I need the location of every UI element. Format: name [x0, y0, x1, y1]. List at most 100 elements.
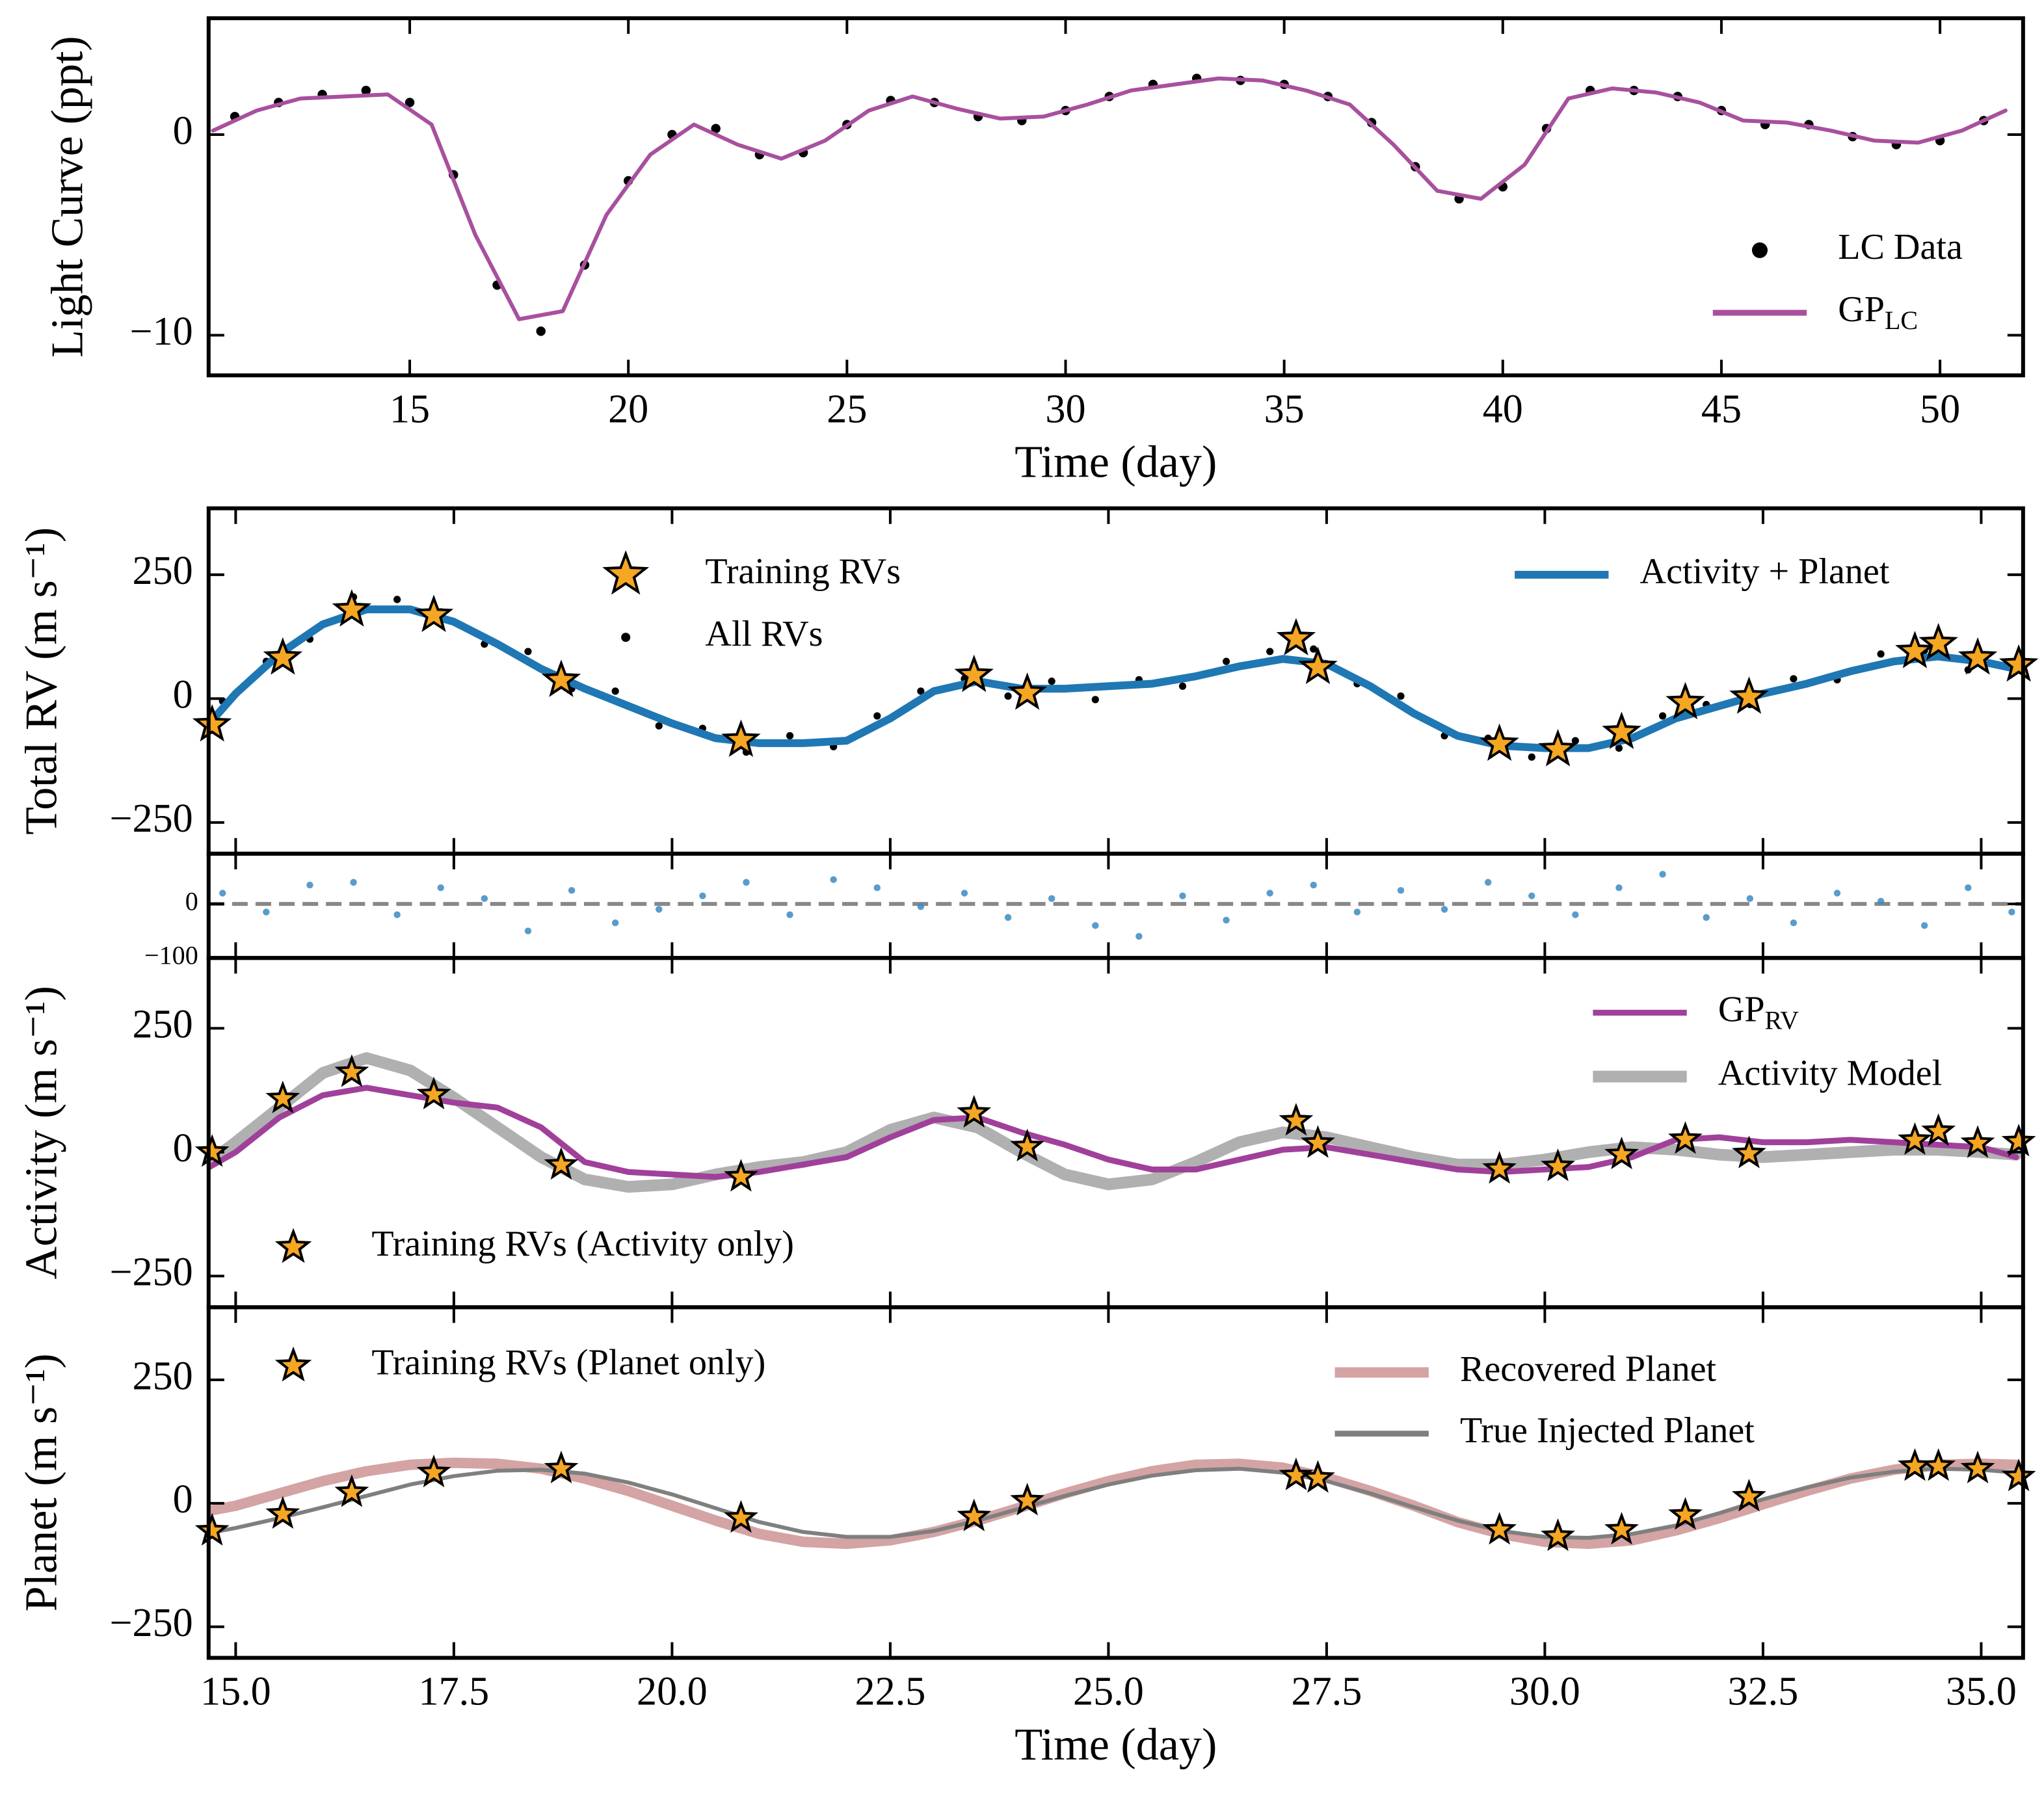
star-point	[544, 1450, 579, 1484]
star-point	[1298, 646, 1338, 685]
axes-frame	[206, 16, 2025, 378]
x-tick-label: 35.0	[1946, 1670, 2017, 1714]
star-point	[1895, 631, 1935, 668]
data-point	[1222, 657, 1230, 665]
data-point	[917, 903, 925, 910]
star-point	[1482, 1151, 1517, 1184]
star-point	[334, 1054, 369, 1087]
data-point	[1877, 650, 1885, 658]
data-point	[1048, 678, 1055, 685]
x-tick-label: 15.0	[200, 1670, 271, 1714]
star-point	[957, 1498, 992, 1531]
data-point	[1920, 922, 1928, 929]
star-point	[1604, 1136, 1639, 1170]
axes-frame	[206, 1305, 2025, 1660]
star-point	[721, 719, 761, 758]
data-point	[1310, 645, 1318, 653]
data-point	[1703, 914, 1710, 921]
data-point	[1135, 932, 1143, 940]
legend-label: GPLC	[1838, 289, 1918, 335]
legend-name: Recovered Planet	[1460, 1349, 1717, 1389]
x-tick-label: 27.5	[1292, 1670, 1362, 1714]
y-axis-label: Light Curve (ppt)	[42, 36, 92, 358]
data-point	[1004, 692, 1012, 700]
data-point	[786, 911, 793, 918]
line	[208, 1085, 2019, 1180]
x-tick-label: 30	[1045, 387, 1085, 431]
star-point	[1960, 1125, 1995, 1158]
star-point	[1604, 1512, 1639, 1545]
line	[208, 1466, 2019, 1540]
y-axis-label: Total RV (m s⁻¹)	[16, 527, 66, 835]
legend-label: LC Data	[1838, 227, 1963, 267]
line	[208, 1052, 2023, 1193]
legend-label: Training RVs (Planet only)	[371, 1342, 765, 1382]
data-point	[1528, 753, 1535, 761]
legend-label: True Injected Planet	[1460, 1410, 1755, 1451]
data-point	[611, 687, 619, 695]
data-point	[219, 890, 226, 897]
y-tick-label: 0	[185, 886, 198, 916]
legend-subscript: RV	[1765, 1006, 1799, 1035]
x-tick-label: 25.0	[1073, 1670, 1144, 1714]
star-point	[1541, 1148, 1575, 1182]
x-tick-label: 25	[827, 387, 867, 431]
plot-area	[208, 871, 2023, 940]
star-point	[1276, 618, 1316, 655]
star-point	[1918, 622, 1958, 661]
data-point	[393, 911, 401, 918]
data-point	[1091, 696, 1099, 704]
data-point	[2008, 908, 2015, 916]
data-point	[611, 919, 619, 927]
data-point	[711, 124, 721, 133]
y-tick-label: 250	[133, 1003, 193, 1047]
data-point	[1790, 919, 1798, 927]
star-point	[1279, 1457, 1314, 1490]
data-point	[743, 878, 750, 886]
star-point	[1538, 729, 1578, 767]
star-point	[541, 659, 581, 697]
legend-star	[602, 550, 650, 595]
star-point	[1668, 1497, 1703, 1530]
data-point	[655, 722, 663, 730]
star-point	[1301, 1125, 1335, 1158]
legend-label: Training RVs (Activity only)	[371, 1224, 794, 1264]
star-point	[1732, 1479, 1766, 1512]
x-tick-label: 40	[1483, 387, 1523, 431]
y-tick-label: −10	[130, 310, 193, 354]
star-point	[1921, 1113, 1956, 1146]
x-tick-label: 20	[608, 387, 648, 431]
data-point	[524, 927, 532, 934]
star-point	[332, 589, 372, 627]
star-point	[265, 1080, 300, 1114]
star-point	[1480, 723, 1519, 761]
legend-name: True Injected Planet	[1460, 1410, 1755, 1451]
legend-subscript: LC	[1885, 306, 1918, 335]
x-tick-label: 30.0	[1509, 1670, 1580, 1714]
star-point	[1898, 1122, 1932, 1156]
star-point	[414, 594, 454, 633]
legend-name: Training RVs	[705, 551, 901, 592]
star-point	[1541, 1518, 1575, 1552]
legend-name: Activity + Planet	[1640, 551, 1890, 592]
legend-name: LC Data	[1838, 227, 1963, 267]
x-tick-label: 45	[1701, 387, 1742, 431]
plot-area	[211, 73, 2008, 336]
plot-area	[208, 593, 2021, 761]
star-point	[1898, 1448, 1932, 1481]
legend-label: Recovered Planet	[1460, 1349, 1717, 1389]
legend-label: Activity + Planet	[1640, 551, 1890, 592]
x-tick-label: 22.5	[855, 1670, 926, 1714]
data-point	[1397, 692, 1405, 700]
data-point	[1571, 737, 1579, 745]
star-point	[265, 1496, 300, 1529]
data-point	[263, 908, 270, 916]
legend-name: GP	[1718, 989, 1765, 1029]
data-point	[1659, 871, 1666, 878]
data-point	[1048, 895, 1055, 903]
plot-area	[208, 1052, 2023, 1193]
data-point	[1178, 682, 1187, 690]
star-point	[263, 637, 303, 675]
line	[208, 605, 2021, 752]
